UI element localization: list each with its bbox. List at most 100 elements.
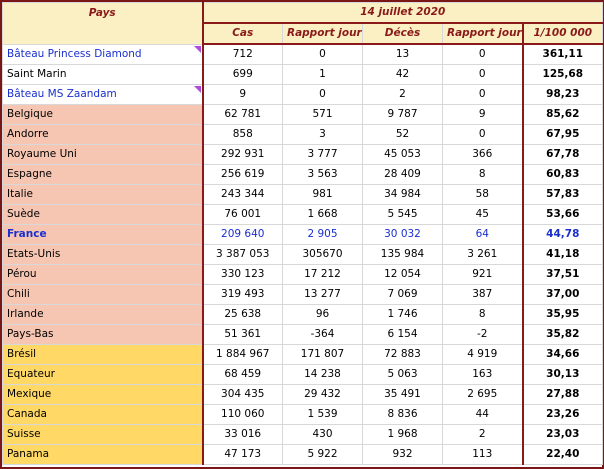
per-100k-cell[interactable]: 44,78 xyxy=(521,224,604,245)
country-cell[interactable]: Espagne xyxy=(2,164,204,185)
per-100k-cell[interactable]: 27,88 xyxy=(521,384,604,405)
country-cell[interactable]: Irlande xyxy=(2,304,204,325)
deaths-cell[interactable]: 42 xyxy=(362,64,443,85)
cases-daily-cell[interactable]: 3 563 xyxy=(282,164,363,185)
cases-daily-cell[interactable]: 3 777 xyxy=(282,144,363,165)
cases-cell[interactable]: 712 xyxy=(202,43,283,65)
deaths-cell[interactable]: 135 984 xyxy=(362,244,443,265)
deaths-daily-cell[interactable]: 58 xyxy=(442,184,523,205)
cases-cell[interactable]: 76 001 xyxy=(202,204,283,225)
cases-cell[interactable]: 319 493 xyxy=(202,284,283,305)
cases-cell[interactable]: 62 781 xyxy=(202,104,283,125)
country-cell[interactable]: Equateur xyxy=(2,364,204,385)
cases-cell[interactable]: 51 361 xyxy=(202,324,283,345)
cases-cell[interactable]: 330 123 xyxy=(202,264,283,285)
country-cell[interactable]: Bâteau Princess Diamond xyxy=(2,43,204,65)
cases-cell[interactable]: 47 173 xyxy=(202,444,283,465)
deaths-daily-cell[interactable]: 366 xyxy=(442,144,523,165)
country-cell[interactable]: Mexique xyxy=(2,384,204,405)
country-cell[interactable]: Suède xyxy=(2,204,204,225)
per-100k-cell[interactable]: 53,66 xyxy=(521,204,604,225)
deaths-daily-cell[interactable]: 0 xyxy=(442,124,523,145)
comment-marker-icon[interactable] xyxy=(193,86,201,93)
cases-daily-cell[interactable]: 430 xyxy=(282,424,363,445)
deaths-cell[interactable]: 28 409 xyxy=(362,164,443,185)
deaths-daily-cell[interactable]: 2 xyxy=(442,424,523,445)
per-100k-cell[interactable]: 67,78 xyxy=(521,144,604,165)
country-cell[interactable]: Belgique xyxy=(2,104,204,125)
cases-daily-cell[interactable]: 1 539 xyxy=(282,404,363,425)
country-cell[interactable]: Panama xyxy=(2,444,204,465)
per-100k-cell[interactable]: 67,95 xyxy=(521,124,604,145)
per-100k-cell[interactable]: 37,51 xyxy=(521,264,604,285)
deaths-cell[interactable]: 12 054 xyxy=(362,264,443,285)
cases-cell[interactable]: 858 xyxy=(202,124,283,145)
country-cell[interactable]: Bâteau MS Zaandam xyxy=(2,84,204,105)
deaths-daily-cell[interactable]: 0 xyxy=(442,64,523,85)
deaths-cell[interactable]: 2 xyxy=(362,84,443,105)
deaths-cell[interactable]: 9 787 xyxy=(362,104,443,125)
cases-column-header[interactable]: Cas xyxy=(202,22,283,45)
country-cell[interactable]: Brésil xyxy=(2,344,204,365)
deaths-daily-cell[interactable]: 4 919 xyxy=(442,344,523,365)
deaths-daily-column-header[interactable]: Rapport jour xyxy=(442,22,523,45)
deaths-cell[interactable]: 932 xyxy=(362,444,443,465)
per-100k-cell[interactable]: 41,18 xyxy=(521,244,604,265)
deaths-daily-cell[interactable]: 8 xyxy=(442,304,523,325)
deaths-daily-cell[interactable]: 9 xyxy=(442,104,523,125)
deaths-daily-cell[interactable]: 0 xyxy=(442,43,523,65)
cases-daily-cell[interactable]: 1 668 xyxy=(282,204,363,225)
deaths-daily-cell[interactable]: 113 xyxy=(442,444,523,465)
cases-daily-cell[interactable]: 5 922 xyxy=(282,444,363,465)
cases-daily-cell[interactable]: 17 212 xyxy=(282,264,363,285)
deaths-daily-cell[interactable]: 44 xyxy=(442,404,523,425)
cases-daily-cell[interactable]: 2 905 xyxy=(282,224,363,245)
country-cell[interactable]: Pays-Bas xyxy=(2,324,204,345)
cases-cell[interactable]: 256 619 xyxy=(202,164,283,185)
deaths-cell[interactable]: 72 883 xyxy=(362,344,443,365)
country-cell[interactable]: Royaume Uni xyxy=(2,144,204,165)
country-cell[interactable]: Andorre xyxy=(2,124,204,145)
cases-cell[interactable]: 304 435 xyxy=(202,384,283,405)
per-100k-cell[interactable]: 60,83 xyxy=(521,164,604,185)
cases-daily-cell[interactable]: 0 xyxy=(282,84,363,105)
cases-daily-cell[interactable]: -364 xyxy=(282,324,363,345)
cases-cell[interactable]: 699 xyxy=(202,64,283,85)
cases-cell[interactable]: 68 459 xyxy=(202,364,283,385)
per-100k-cell[interactable]: 57,83 xyxy=(521,184,604,205)
country-cell[interactable]: Etats-Unis xyxy=(2,244,204,265)
cases-cell[interactable]: 209 640 xyxy=(202,224,283,245)
per-100k-cell[interactable]: 37,00 xyxy=(521,284,604,305)
deaths-cell[interactable]: 52 xyxy=(362,124,443,145)
per-100k-cell[interactable]: 35,82 xyxy=(521,324,604,345)
deaths-cell[interactable]: 30 032 xyxy=(362,224,443,245)
per-100k-cell[interactable]: 35,95 xyxy=(521,304,604,325)
per-100k-cell[interactable]: 98,23 xyxy=(521,84,604,105)
country-cell[interactable]: Saint Marin xyxy=(2,64,204,85)
deaths-cell[interactable]: 45 053 xyxy=(362,144,443,165)
deaths-daily-cell[interactable]: 3 261 xyxy=(442,244,523,265)
cases-cell[interactable]: 3 387 053 xyxy=(202,244,283,265)
cases-daily-cell[interactable]: 171 807 xyxy=(282,344,363,365)
country-cell[interactable]: Canada xyxy=(2,404,204,425)
per-100k-cell[interactable]: 30,13 xyxy=(521,364,604,385)
cases-daily-cell[interactable]: 305670 xyxy=(282,244,363,265)
deaths-daily-cell[interactable]: 45 xyxy=(442,204,523,225)
deaths-column-header[interactable]: Décès xyxy=(362,22,443,45)
deaths-cell[interactable]: 1 968 xyxy=(362,424,443,445)
per-100k-cell[interactable]: 85,62 xyxy=(521,104,604,125)
deaths-cell[interactable]: 13 xyxy=(362,43,443,65)
deaths-cell[interactable]: 5 545 xyxy=(362,204,443,225)
deaths-cell[interactable]: 7 069 xyxy=(362,284,443,305)
cases-daily-cell[interactable]: 981 xyxy=(282,184,363,205)
deaths-cell[interactable]: 5 063 xyxy=(362,364,443,385)
cases-daily-cell[interactable]: 571 xyxy=(282,104,363,125)
cases-daily-cell[interactable]: 0 xyxy=(282,43,363,65)
country-cell[interactable]: Pérou xyxy=(2,264,204,285)
deaths-daily-cell[interactable]: 0 xyxy=(442,84,523,105)
deaths-daily-cell[interactable]: 163 xyxy=(442,364,523,385)
cases-cell[interactable]: 292 931 xyxy=(202,144,283,165)
comment-marker-icon[interactable] xyxy=(193,45,201,53)
cases-cell[interactable]: 9 xyxy=(202,84,283,105)
per-100k-cell[interactable]: 22,40 xyxy=(521,444,604,465)
